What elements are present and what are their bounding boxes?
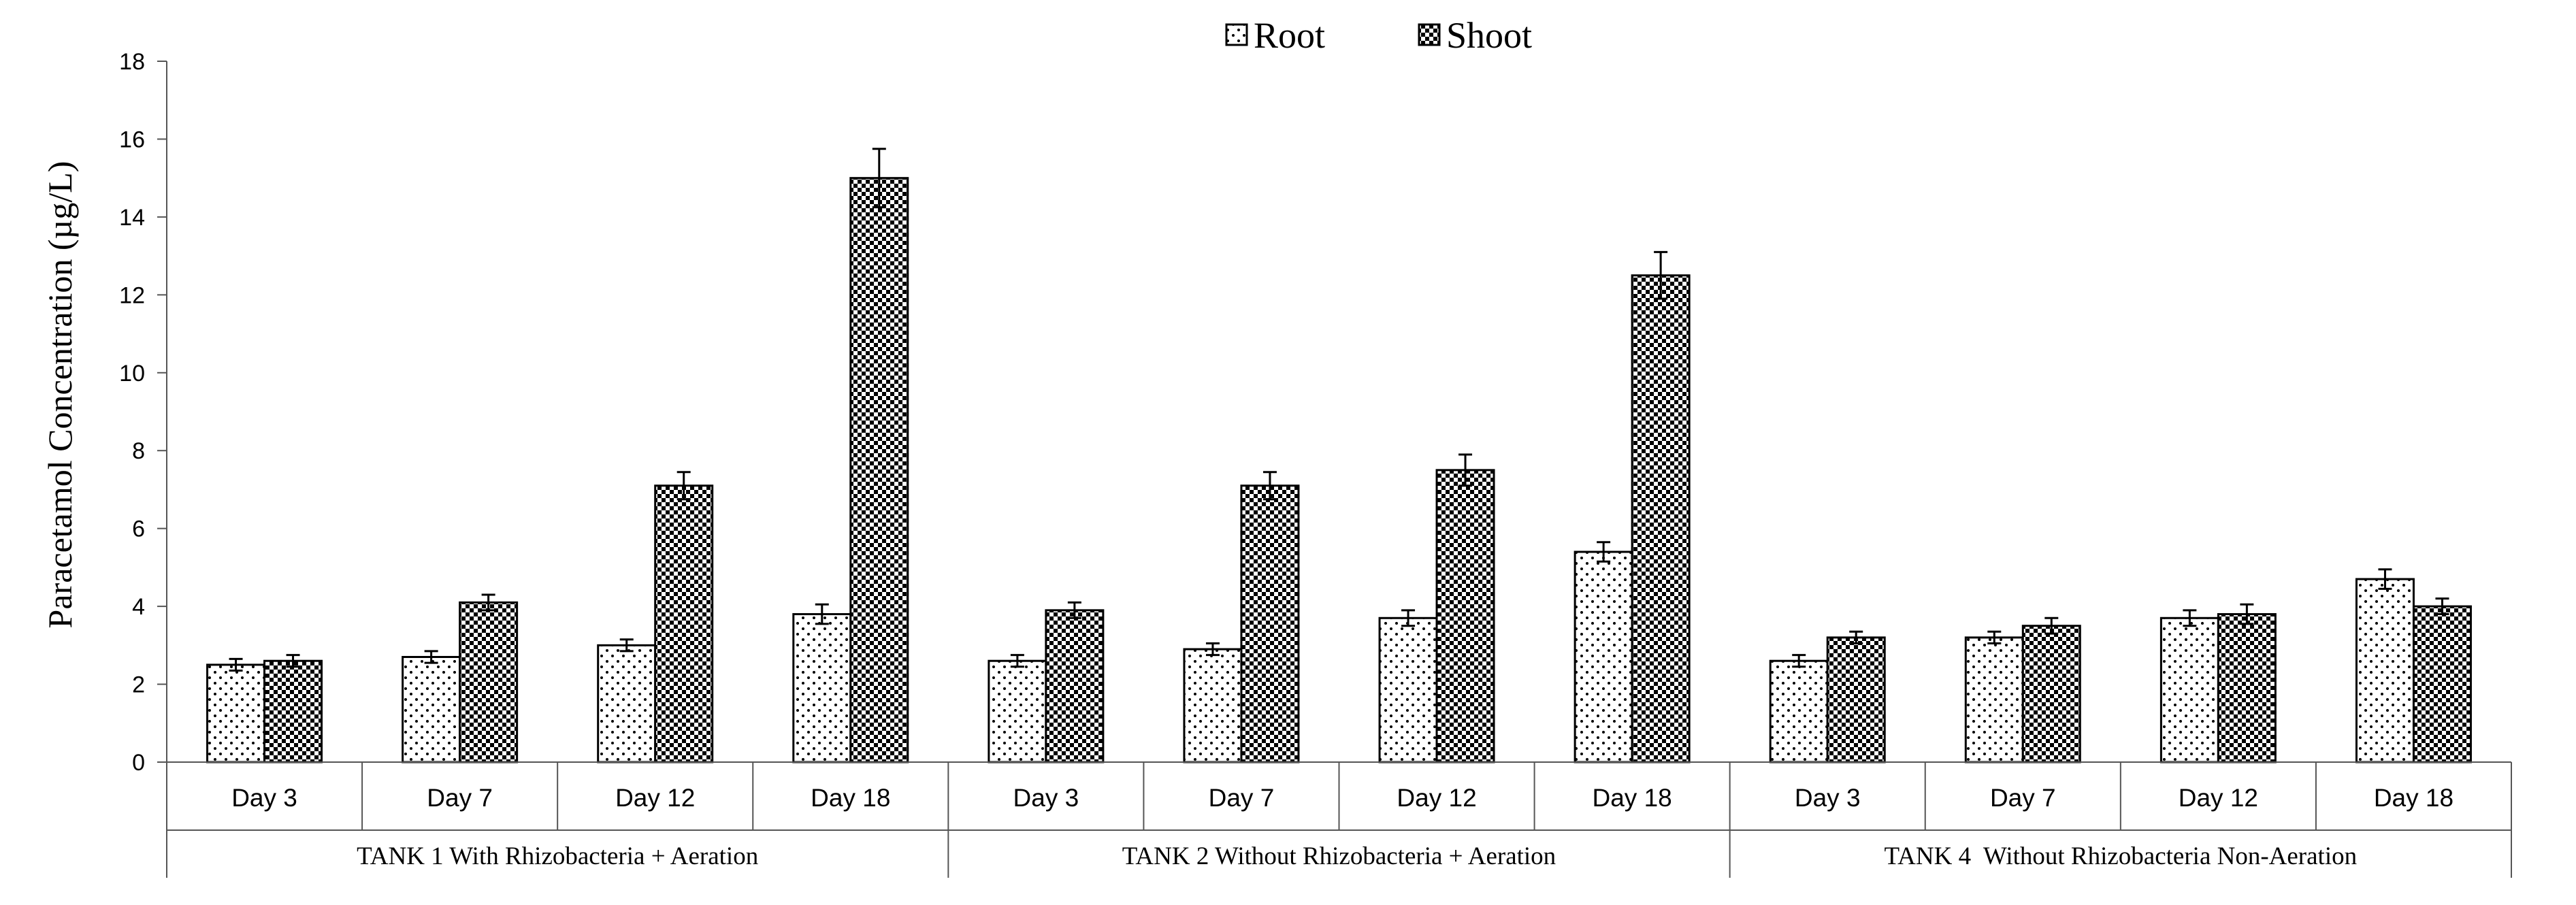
x-tick-label: Day 3 <box>1013 784 1079 812</box>
group-label: TANK 2 Without Rhizobacteria + Aeration <box>1122 842 1556 870</box>
y-tick-label: 6 <box>132 516 145 542</box>
x-tick-label: Day 18 <box>811 784 890 812</box>
bar-shoot <box>2021 625 2081 763</box>
legend-item-root: Root <box>1225 15 1325 56</box>
bar-root <box>2355 578 2415 763</box>
y-tick-label: 14 <box>119 205 145 231</box>
y-tick-label: 16 <box>119 127 145 152</box>
bar-root <box>402 656 461 763</box>
legend-label-shoot: Shoot <box>1446 15 1532 56</box>
bar-shoot <box>1240 484 1300 763</box>
bar-root <box>988 659 1047 763</box>
bar-root <box>206 663 266 763</box>
bar-shoot <box>1435 469 1495 763</box>
x-tick-label: Day 12 <box>1397 784 1476 812</box>
bar-shoot <box>654 484 714 763</box>
y-tick-label: 12 <box>119 282 145 308</box>
group-label: TANK 4 Without Rhizobacteria Non-Aeratio… <box>1885 842 2358 870</box>
legend-label-root: Root <box>1254 15 1325 56</box>
bar-root <box>1964 636 2024 763</box>
y-tick-label: 2 <box>132 672 145 698</box>
y-tick-label: 18 <box>119 49 145 75</box>
x-tick-label: Day 18 <box>1593 784 1672 812</box>
bar-root <box>1574 550 1633 763</box>
legend-item-shoot: Shoot <box>1418 15 1532 56</box>
x-tick-label: Day 12 <box>615 784 695 812</box>
bar-shoot <box>263 659 323 763</box>
legend-swatch-root <box>1225 23 1248 46</box>
x-tick-label: Day 7 <box>1209 784 1275 812</box>
bar-shoot <box>849 177 909 763</box>
x-tick-label: Day 18 <box>2374 784 2453 812</box>
legend: Root Shoot <box>1225 15 1532 56</box>
plot-area <box>206 148 2472 763</box>
bar-root <box>792 613 852 763</box>
x-tick-label: Day 12 <box>2179 784 2258 812</box>
x-axis: Day 3 Day 7 Day 12 Day 18 Day 3 Day 7 Day 12 Da… <box>166 761 2512 878</box>
x-tick-label: Day 3 <box>1795 784 1861 812</box>
bar-shoot <box>1826 636 1886 763</box>
bar-shoot <box>1631 274 1691 763</box>
x-tick-label: Day 3 <box>231 784 297 812</box>
y-tick-label: 4 <box>132 594 145 620</box>
y-tick-label: 8 <box>132 438 145 464</box>
bar-root <box>2159 616 2219 763</box>
bar-shoot <box>2412 605 2472 763</box>
bar-root <box>1378 616 1438 763</box>
bar-root <box>1183 648 1243 763</box>
y-axis-ticks: 0 2 4 6 8 10 12 14 16 18 <box>119 49 167 776</box>
x-tick-label: Day 7 <box>427 784 493 812</box>
bar-shoot <box>1045 609 1105 763</box>
bar-shoot <box>2217 613 2277 763</box>
bar-root <box>597 644 657 763</box>
group-label: TANK 1 With Rhizobacteria + Aeration <box>357 842 758 870</box>
bar-shoot <box>459 601 519 763</box>
bar-root <box>1769 659 1829 763</box>
legend-swatch-shoot <box>1418 23 1441 46</box>
x-tick-label: Day 7 <box>1990 784 2056 812</box>
y-axis-label: Paracetamol Concentration (µg/L) <box>41 161 79 629</box>
y-tick-label: 10 <box>119 361 145 386</box>
y-tick-label: 0 <box>132 750 145 776</box>
